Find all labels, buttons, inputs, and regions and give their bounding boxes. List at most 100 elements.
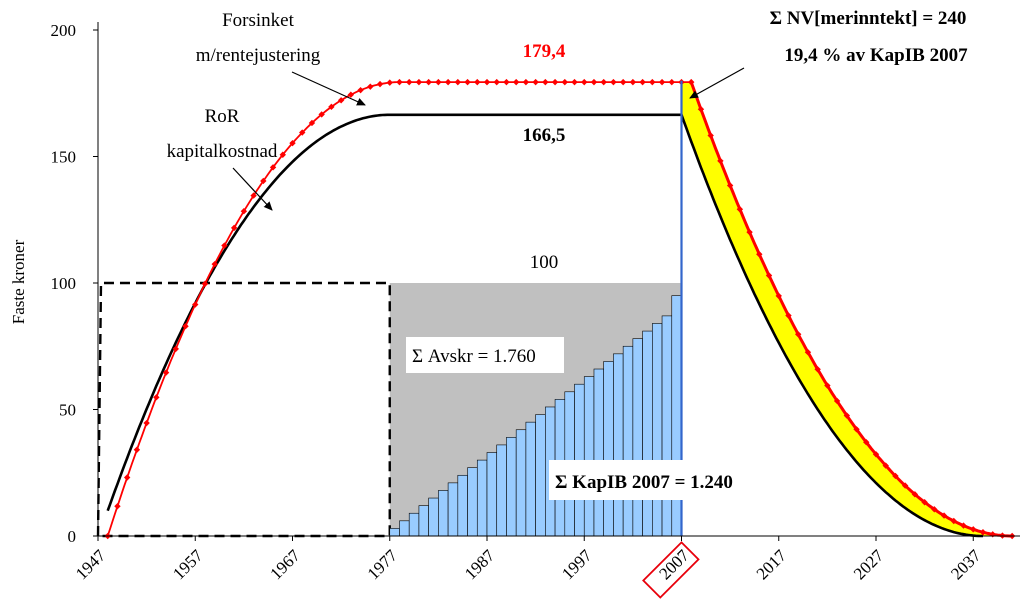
point-1983 [444,78,452,86]
point-1977 [386,79,393,86]
x-tick-label-1997: 1997 [558,546,596,584]
point-1999 [600,78,607,86]
x-tick-label-1967: 1967 [266,546,304,584]
point-2019 [795,331,802,338]
x-tick-1957: 1957 [169,546,207,584]
bar-2001 [622,345,634,537]
point-1972 [337,97,345,104]
point-2027 [872,451,880,458]
point-1961 [230,224,238,232]
x-tick-label-1977: 1977 [364,546,402,584]
point-2021 [814,366,821,373]
annotation-nv-2: 19,4 % av KapIB 2007 [784,45,968,66]
point-1950 [123,474,131,481]
point-1985 [464,78,471,86]
point-1995 [561,78,568,86]
bar-2002 [632,338,643,537]
bar-1979 [408,512,420,537]
bar-1999 [603,361,614,537]
point-2037 [970,526,977,533]
point-1988 [493,78,500,86]
bar-2003 [642,330,653,537]
point-2023 [833,397,841,405]
point-2013 [736,206,744,213]
y-tick-label-50: 50 [59,401,76,420]
kapib-label-box [549,460,785,500]
point-2018 [785,312,792,319]
data-label-166: 166,5 [523,125,566,146]
bar-1984 [457,474,468,537]
arrow-forsinket [291,71,366,106]
series-line-forsinket-decline [689,81,1013,538]
point-2033 [931,506,938,513]
bar-1997 [583,376,595,537]
point-2038 [979,529,987,536]
investment-box [96,281,391,538]
point-2002 [629,78,637,86]
x-tick-1977: 1977 [364,546,402,584]
x-tick-1947: 1947 [72,546,110,584]
point-1997 [581,78,588,86]
data-label-100: 100 [530,252,559,273]
point-2028 [882,462,889,469]
point-1998 [590,78,598,86]
point-1981 [425,78,432,86]
point-1969 [308,119,316,127]
point-1996 [571,78,578,86]
point-1956 [182,323,189,330]
bar-1986 [476,459,488,537]
y-tick-label-100: 100 [51,274,77,293]
point-2025 [853,426,860,433]
point-2008 [688,78,695,86]
bar-1988 [496,444,507,537]
series-line-ror [106,113,983,538]
point-1964 [260,177,267,185]
point-1993 [542,78,549,86]
fill-between-area [681,82,1013,536]
annotation-forsinket-1: Forsinket [222,10,295,31]
point-2030 [901,482,909,489]
point-1973 [347,91,355,98]
point-2036 [960,522,967,529]
point-2012 [726,182,734,189]
y-axis-label: Faste kroner [9,239,28,324]
x-tick-label-2017: 2017 [753,546,791,584]
x-tick-2007: 2007 [642,541,700,599]
bar-1985 [467,467,478,537]
point-1968 [299,129,306,136]
point-1984 [454,78,462,86]
point-1955 [172,345,179,353]
y-tick-label-150: 150 [51,148,77,167]
x-tick-label-2037: 2037 [947,546,985,584]
point-1966 [279,151,286,158]
bar-1990 [515,429,527,537]
point-1958 [201,280,209,288]
bar-1977 [389,528,400,537]
point-2006 [668,78,675,86]
point-1978 [396,78,403,86]
point-2039 [989,531,996,538]
data-label-179: 179,4 [523,41,566,62]
point-1990 [512,78,520,86]
point-1954 [162,369,170,376]
point-1971 [328,103,335,111]
annotation-ror-2: kapitalkostnad [167,141,278,162]
x-tick-label-2007: 2007 [655,546,693,584]
y-tick-label-0: 0 [68,527,77,546]
annotation-nv-1: Σ NV[merinntekt] = 240 [770,8,967,29]
point-1994 [551,78,559,86]
point-2001 [619,78,627,86]
point-2014 [746,228,753,236]
point-2017 [775,292,782,300]
point-1992 [532,78,539,86]
point-2003 [639,78,646,86]
point-1959 [211,260,218,268]
x-tick-label-1947: 1947 [72,546,110,584]
point-1960 [221,242,228,249]
bar-1982 [438,490,449,537]
annotation-forsinket-2: m/rentejustering [196,45,321,66]
x-tick-1997: 1997 [558,546,596,584]
annotation-ror-1: RoR [205,106,240,127]
point-1986 [474,78,481,86]
